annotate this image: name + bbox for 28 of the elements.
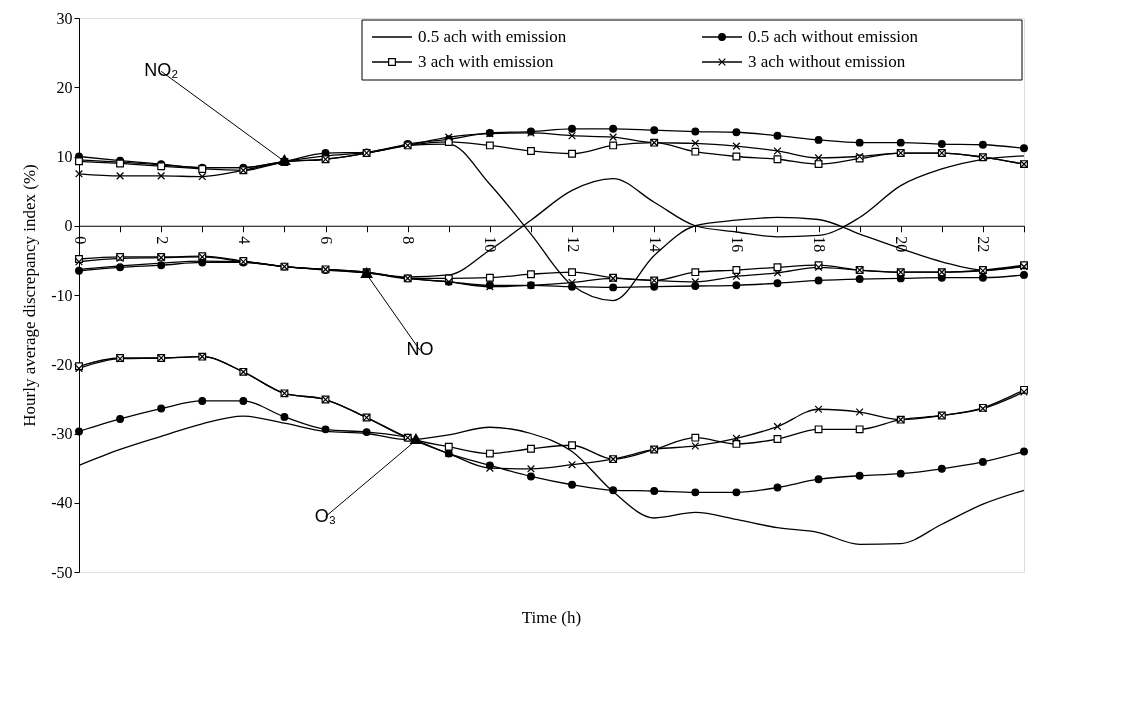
y-tick-label: -50 (51, 563, 73, 581)
x-tick-label: 8 (400, 236, 418, 245)
y-tick-label: 10 (56, 148, 73, 165)
y-tick-label: -20 (51, 355, 73, 373)
y-axis-title: Hourly average discrepancy index (%) (20, 164, 40, 427)
y-tick-label: 20 (56, 78, 73, 96)
legend-label: 0.5 ach with emission (418, 27, 567, 46)
x-tick-label: 18 (811, 236, 829, 253)
x-tick-label: 22 (975, 236, 993, 253)
x-tick-label: 6 (318, 236, 336, 245)
x-tick-label: 2 (153, 236, 171, 245)
x-axis-title: Time (h) (521, 608, 582, 627)
x-tick-label: 12 (564, 236, 582, 253)
x-tick-label: 10 (482, 236, 500, 253)
legend-label: 0.5 ach without emission (748, 27, 919, 46)
x-tick-label: 4 (235, 236, 253, 245)
x-tick-label: 20 (893, 236, 911, 253)
y-tick-label: -30 (51, 425, 73, 442)
annotation: NO₂ (144, 60, 179, 81)
legend-label: 3 ach without emission (748, 52, 906, 71)
x-tick-label: 16 (728, 236, 746, 253)
annotation: O₃ (314, 505, 337, 526)
x-tick-label: 14 (646, 236, 664, 253)
y-tick-label: 30 (56, 9, 73, 27)
annotation: NO (406, 339, 434, 360)
legend-label: 3 ach with emission (418, 52, 555, 71)
y-tick-label: -40 (51, 494, 73, 512)
y-tick-label: -10 (51, 286, 73, 304)
